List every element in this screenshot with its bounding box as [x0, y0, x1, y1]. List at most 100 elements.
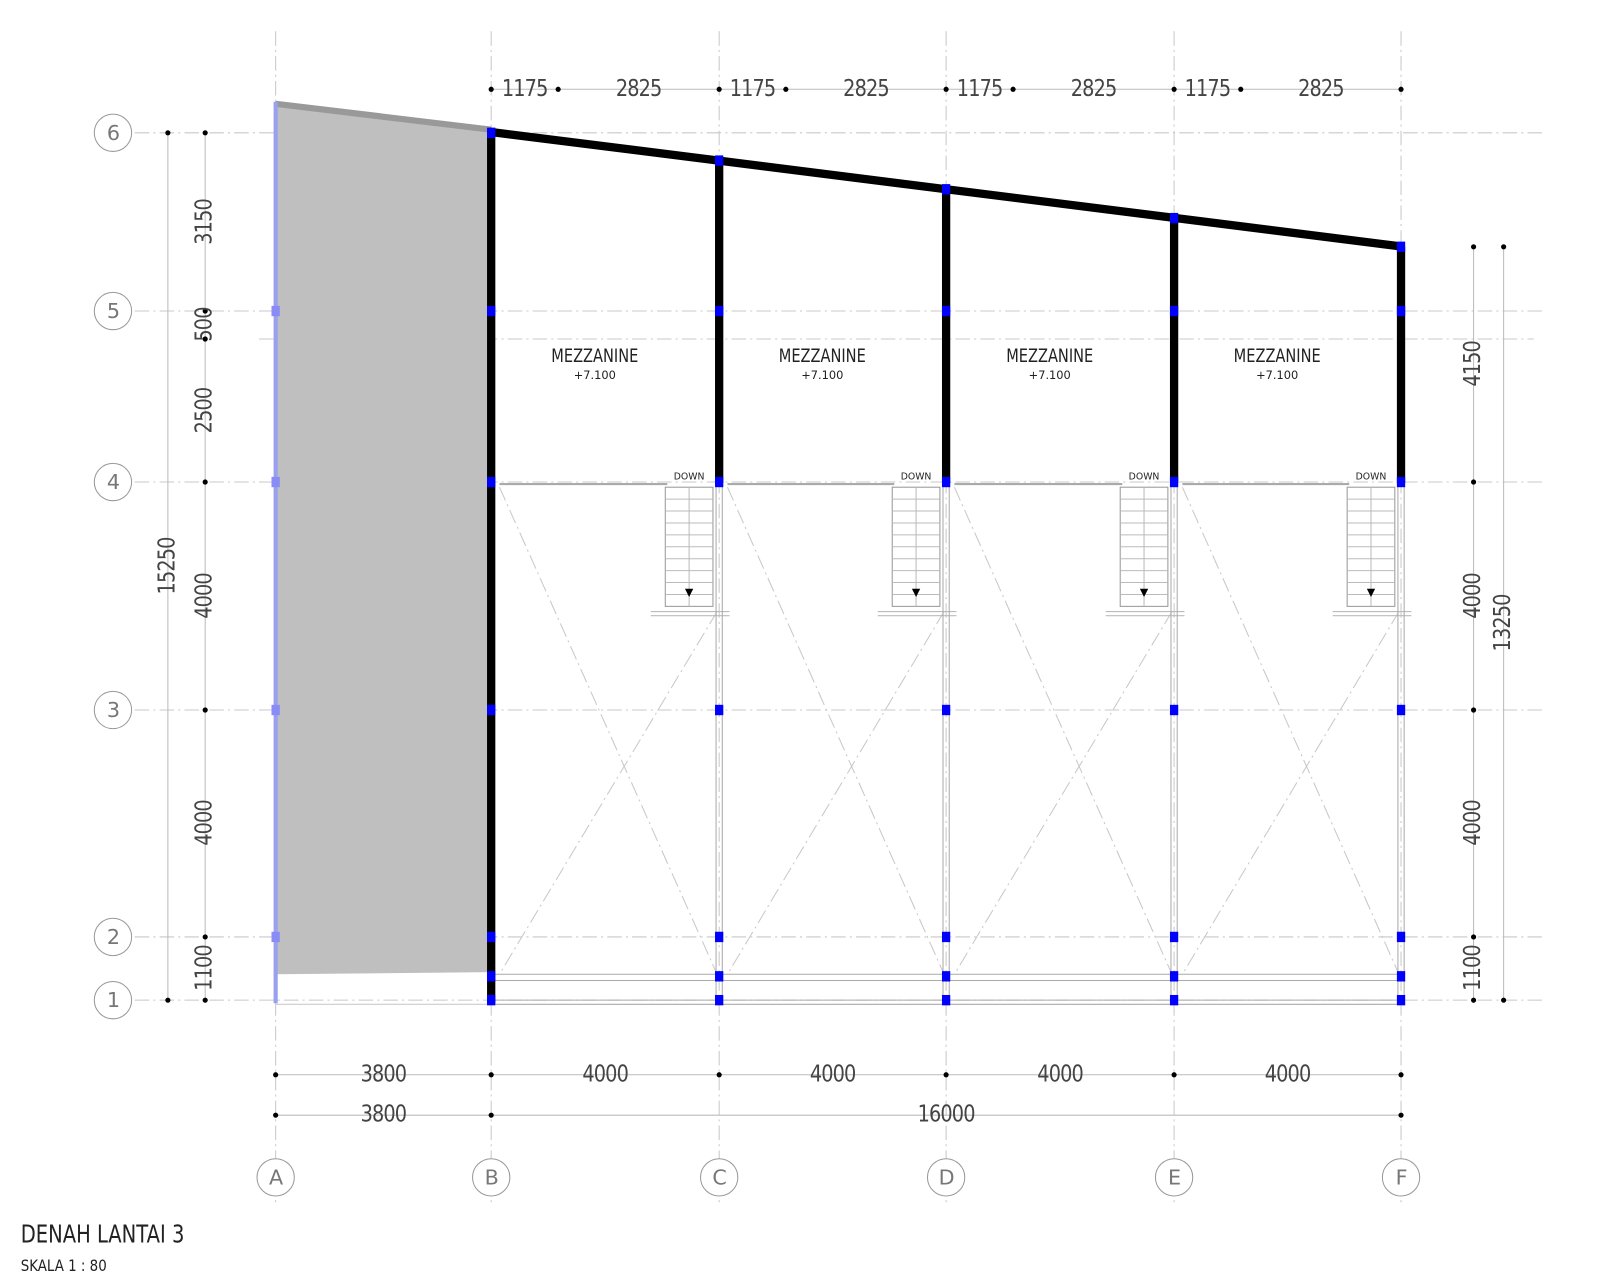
dimension-label: 1100	[1460, 945, 1486, 991]
structural-column	[271, 704, 280, 716]
structural-column	[941, 994, 951, 1006]
structural-column	[715, 931, 724, 943]
dimension-label: 2825	[843, 76, 889, 102]
room-label: MEZZANINE	[551, 346, 638, 367]
void-diagonal	[499, 611, 718, 975]
structural-column	[941, 971, 951, 982]
dimension-tick	[1171, 86, 1177, 92]
neighbour-area	[275, 103, 492, 975]
dimension-label: 4000	[1460, 800, 1486, 846]
row-label: 2	[107, 925, 119, 949]
dimension-label: 1175	[1185, 76, 1231, 102]
column-bubble	[926, 1158, 966, 1197]
room-level: +7.100	[801, 368, 843, 382]
dimension-label: 4000	[1037, 1061, 1083, 1087]
structural-column	[487, 971, 496, 982]
dimension-label: 1175	[957, 76, 1003, 102]
void-diagonal	[953, 486, 1173, 975]
dimension-tick	[1470, 244, 1477, 250]
dimension-label: 2825	[1071, 76, 1117, 102]
column-bubble	[256, 1158, 295, 1197]
void-diagonal	[499, 486, 718, 975]
column-bubble	[1381, 1158, 1421, 1197]
void-diagonal	[727, 611, 945, 975]
row-bubble	[93, 980, 133, 1020]
row-bubble	[93, 113, 133, 152]
dimension-tick	[716, 1072, 722, 1078]
dimension-tick	[488, 86, 494, 92]
column-label: D	[939, 1165, 954, 1189]
column-label: C	[712, 1165, 726, 1189]
stair-arrow	[1366, 588, 1376, 598]
dimension-tick	[202, 997, 208, 1003]
structural-column	[487, 476, 496, 488]
dimension-tick	[202, 130, 208, 136]
neighbour-edge	[275, 100, 492, 133]
dimension-label: 2825	[1298, 76, 1344, 102]
structural-column	[941, 305, 951, 317]
dimension-tick	[943, 86, 949, 92]
structural-column	[1169, 212, 1179, 224]
dimension-label: 15250	[154, 537, 180, 594]
room-label: MEZZANINE	[1234, 346, 1321, 367]
room-label: MEZZANINE	[779, 346, 866, 367]
row-label: 6	[107, 121, 119, 145]
row-bubble	[93, 917, 133, 957]
dimension-tick	[202, 934, 208, 940]
dimension-label: 13250	[1490, 594, 1516, 651]
dimension-tick	[202, 308, 208, 314]
structural-column	[1396, 305, 1406, 317]
stair-label: DOWN	[1129, 471, 1160, 482]
row-label: 3	[107, 698, 119, 722]
structural-column	[941, 704, 951, 716]
dimension-tick	[1398, 86, 1404, 92]
structural-column	[487, 931, 496, 943]
dimension-label: 4000	[192, 800, 218, 846]
dimension-tick	[1470, 934, 1477, 940]
row-label: 5	[107, 299, 119, 323]
room-level: +7.100	[574, 368, 616, 382]
structural-column	[1396, 241, 1406, 252]
dimension-label: 4000	[1265, 1061, 1311, 1087]
dimension-tick	[1470, 479, 1477, 485]
dimension-label: 4000	[810, 1061, 856, 1087]
stair-arrow	[1139, 588, 1149, 598]
dimension-tick	[1398, 1072, 1404, 1078]
dimension-label: 3150	[192, 199, 218, 245]
dimension-label: 2500	[192, 388, 218, 434]
dimension-tick	[1501, 997, 1507, 1003]
stair-arrow	[911, 588, 921, 598]
dimension-tick	[1398, 1112, 1404, 1118]
column-label: A	[269, 1165, 283, 1189]
structural-column	[715, 971, 724, 982]
dimension-tick	[1470, 997, 1477, 1003]
structural-column	[487, 994, 496, 1006]
dimension-label: 1175	[730, 76, 776, 102]
dimension-tick	[165, 997, 171, 1003]
structural-column	[715, 305, 724, 317]
dimension-tick	[783, 86, 789, 92]
dimension-tick	[273, 1112, 279, 1118]
stair-arrow	[684, 588, 694, 598]
structural-column	[1396, 476, 1406, 488]
row-label: 1	[107, 988, 119, 1012]
dimension-tick	[1470, 707, 1477, 713]
dimension-label: 3800	[361, 1102, 407, 1128]
dimension-label: 1100	[192, 945, 218, 991]
structural-column	[715, 704, 724, 716]
structural-column	[715, 994, 724, 1006]
dimension-tick	[716, 86, 722, 92]
structural-column	[487, 305, 496, 317]
dimension-tick	[1010, 86, 1016, 92]
stair-label: DOWN	[1356, 471, 1387, 482]
dimension-tick	[943, 1072, 949, 1078]
dimension-label: 4000	[1460, 573, 1486, 619]
void-diagonal	[1181, 611, 1400, 975]
dimension-label: 4000	[582, 1061, 628, 1087]
stair-label: DOWN	[674, 471, 705, 482]
row-label: 4	[107, 470, 120, 494]
row-bubble	[93, 291, 133, 331]
structural-column	[1396, 994, 1406, 1006]
void-diagonal	[953, 611, 1173, 975]
